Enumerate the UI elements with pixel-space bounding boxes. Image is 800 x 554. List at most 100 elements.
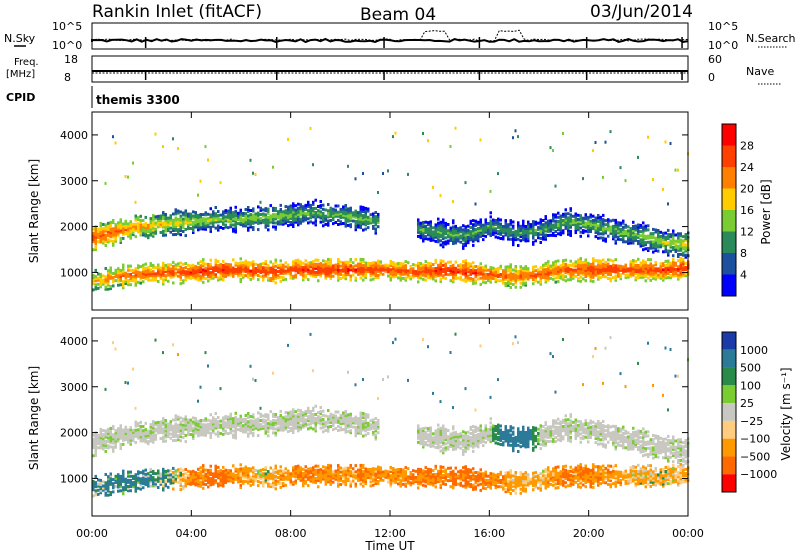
power-cell [437, 274, 440, 278]
power-cell [237, 264, 240, 268]
power-cell [559, 270, 562, 274]
velocity-cell [114, 478, 117, 482]
power-cell [649, 240, 652, 244]
velocity-cell [257, 480, 260, 483]
power-cell [242, 263, 245, 267]
power-cell [172, 229, 175, 232]
power-cell [299, 209, 302, 213]
velocity-cell [259, 423, 262, 427]
power-cell [182, 213, 185, 217]
power-cell [539, 274, 542, 278]
velocity-cell [294, 473, 297, 477]
velocity-cell [137, 472, 140, 476]
power-cell [497, 219, 500, 223]
power-cell [507, 283, 510, 287]
power-cell [582, 265, 585, 268]
power-cell [559, 264, 562, 268]
power-cell [232, 217, 235, 221]
power-cell [509, 265, 512, 269]
power-cell [107, 269, 110, 273]
velocity-cell [294, 424, 297, 428]
power-cell [657, 275, 660, 279]
power-cell [474, 275, 477, 279]
power-cell [292, 264, 295, 268]
power-cell [282, 272, 285, 275]
power-cell [162, 225, 165, 229]
power-cell [542, 219, 545, 222]
velocity-cell [254, 477, 257, 481]
velocity-cell [257, 421, 260, 425]
power-cell [682, 274, 685, 278]
power-cell [579, 267, 582, 271]
power-cell [677, 273, 680, 277]
power-cell [249, 158, 252, 162]
velocity-cell [259, 406, 262, 410]
velocity-cell [279, 475, 282, 479]
power-cell [627, 225, 630, 229]
velocity-cell [299, 419, 302, 423]
power-cell [632, 220, 635, 224]
power-cell [224, 219, 227, 223]
velocity-cell [244, 480, 247, 484]
power-cell [399, 262, 402, 266]
power-cell [252, 213, 255, 217]
power-cell [254, 273, 257, 277]
power-cell [449, 273, 452, 276]
power-cell [289, 210, 292, 214]
power-cell [122, 284, 125, 288]
power-cell [647, 234, 650, 238]
velocity-cell [284, 423, 287, 427]
velocity-cell [249, 475, 252, 479]
power-cell [284, 215, 287, 219]
power-cell [127, 279, 130, 282]
velocity-cell [182, 477, 185, 480]
power-cell [322, 269, 325, 273]
velocity-cell [182, 485, 185, 489]
power-cell [569, 209, 572, 213]
power-cell [479, 268, 482, 272]
power-cell [142, 271, 145, 275]
velocity-cell [104, 487, 107, 491]
power-cell [184, 219, 187, 223]
power-cell [229, 265, 232, 269]
power-cell [274, 227, 277, 231]
power-cell [362, 220, 365, 224]
power-cell [602, 266, 605, 270]
power-cell [684, 247, 687, 251]
power-cell [549, 272, 552, 276]
power-cell [267, 224, 270, 228]
power-cell [659, 230, 662, 234]
power-cell [442, 276, 445, 280]
velocity-cell [282, 420, 285, 424]
power-cell [337, 218, 340, 222]
velocity-cell [294, 469, 297, 473]
y-tick-label: 4000 [60, 129, 88, 142]
power-cell [532, 228, 535, 232]
power-cell [324, 262, 327, 266]
velocity-cell [252, 470, 255, 474]
power-cell [202, 213, 205, 217]
power-cell [647, 247, 650, 250]
velocity-cell [109, 431, 112, 434]
power-cell [344, 275, 347, 279]
velocity-cell [217, 434, 220, 438]
velocity-cell [134, 432, 137, 436]
power-cell [339, 212, 342, 215]
power-cell [579, 214, 582, 218]
power-cell [262, 268, 265, 272]
power-cell [569, 276, 572, 280]
power-cell [454, 226, 457, 230]
power-cell [554, 184, 557, 188]
velocity-cell [214, 466, 217, 470]
power-cell [667, 261, 670, 265]
power-cell [602, 222, 605, 226]
power-cell [519, 231, 522, 234]
power-cell [487, 224, 490, 228]
power-cell [102, 237, 105, 241]
power-cell [189, 264, 192, 268]
power-cell [329, 274, 332, 278]
power-cell [664, 241, 667, 245]
velocity-cell [134, 420, 137, 424]
power-cell [164, 265, 167, 269]
